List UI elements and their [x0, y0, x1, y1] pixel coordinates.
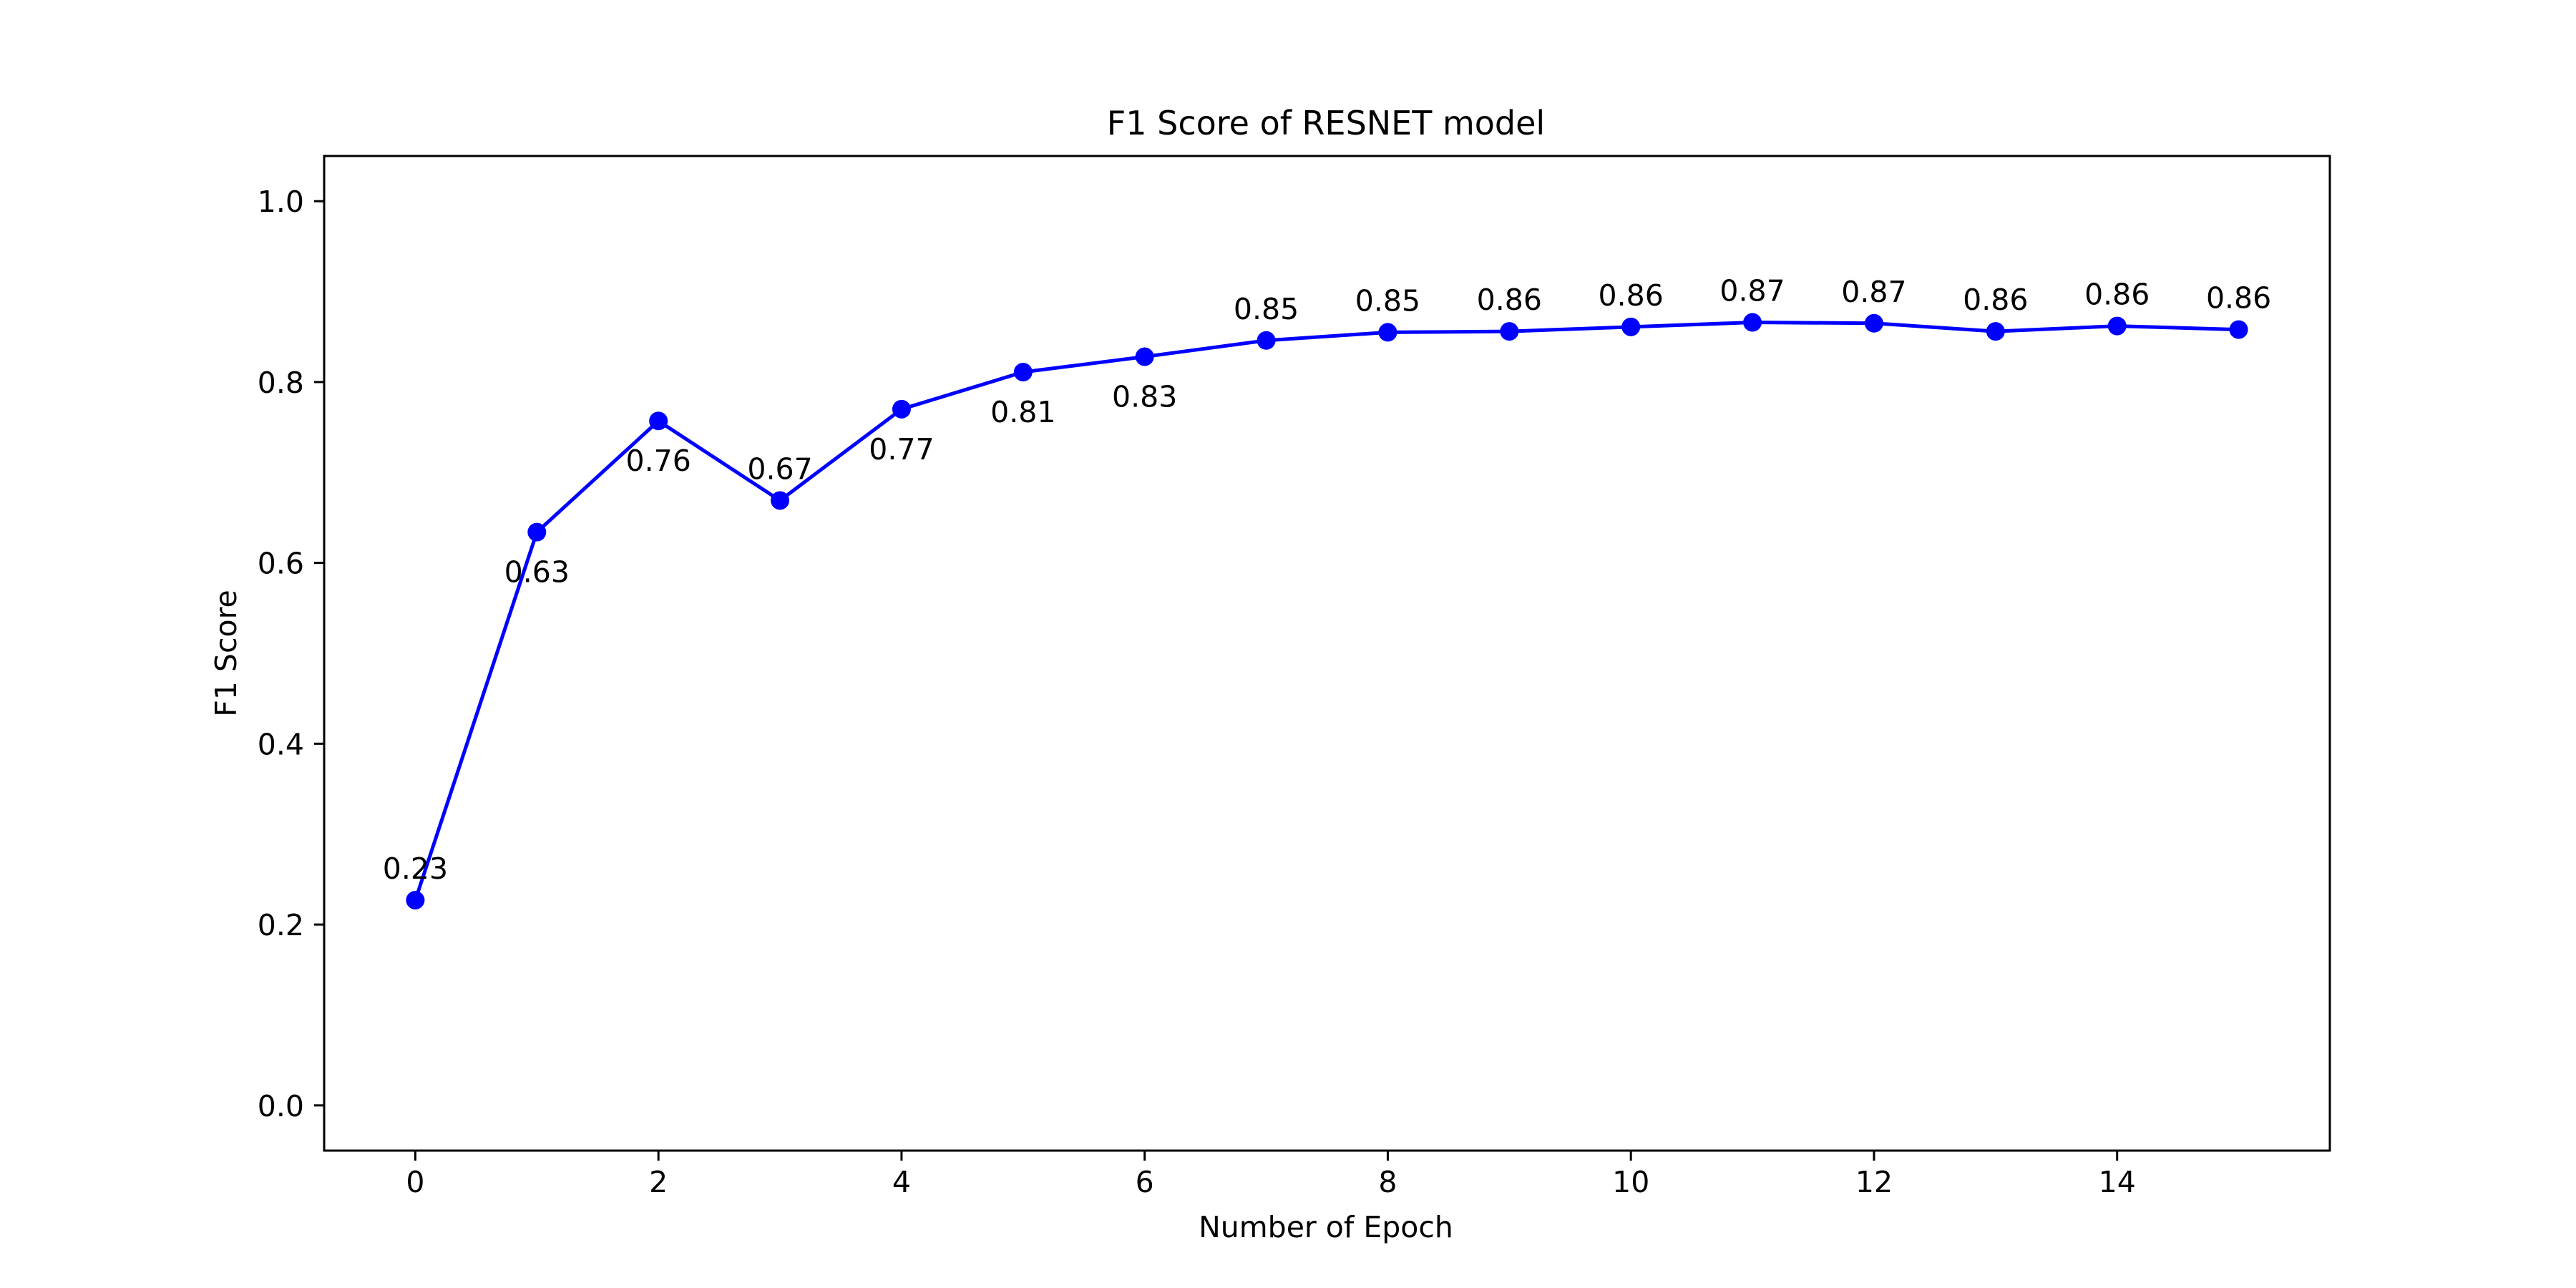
x-tick-label: 8 [1378, 1165, 1397, 1199]
data-point [1013, 363, 1033, 382]
data-point [1257, 331, 1276, 350]
x-tick-label: 4 [892, 1165, 911, 1199]
plot-area: 0.23 0.63 0.76 0.67 0.77 0.81 0.83 0.85 0.85 0.86… [383, 274, 2271, 909]
data-label: 0.85 [1234, 292, 1299, 326]
data-point [2229, 320, 2248, 339]
x-tick-label: 14 [2099, 1165, 2136, 1199]
data-label: 0.81 [990, 395, 1055, 429]
x-axis: 0 2 4 6 8 10 12 14 [406, 1151, 2136, 1199]
data-label: 0.87 [1719, 274, 1785, 308]
data-label: 0.23 [383, 852, 448, 886]
data-point [527, 522, 547, 542]
data-label: 0.86 [1477, 283, 1542, 317]
y-axis: 0.0 0.2 0.4 0.6 0.8 1.0 [258, 185, 324, 1123]
x-tick-label: 0 [406, 1165, 424, 1199]
chart-title: F1 Score of RESNET model [1107, 104, 1545, 142]
data-point [406, 890, 425, 909]
x-tick-label: 10 [1612, 1165, 1649, 1199]
data-point [1743, 313, 1762, 332]
data-point [1378, 323, 1397, 342]
y-axis-label: F1 Score [209, 590, 243, 717]
data-label: 0.86 [2206, 281, 2271, 316]
y-tick-label: 1.0 [258, 185, 304, 219]
x-tick-label: 12 [1855, 1165, 1893, 1199]
y-tick-label: 0.4 [258, 727, 304, 761]
data-point [1621, 317, 1641, 336]
data-label: 0.63 [504, 555, 570, 590]
data-label: 0.87 [1841, 275, 1906, 309]
x-tick-label: 6 [1136, 1165, 1154, 1199]
data-point [1986, 322, 2005, 341]
data-point [892, 399, 911, 419]
data-label: 0.86 [1599, 278, 1664, 313]
data-label: 0.86 [2084, 278, 2150, 312]
y-tick-label: 0.6 [258, 547, 304, 581]
x-tick-label: 2 [649, 1165, 668, 1199]
data-label: 0.85 [1355, 283, 1420, 318]
data-point [2107, 316, 2127, 336]
x-axis-label: Number of Epoch [1199, 1210, 1453, 1244]
data-label: 0.83 [1112, 380, 1177, 414]
y-tick-label: 0.8 [258, 366, 304, 400]
data-point [1864, 313, 1883, 333]
data-point [649, 411, 668, 431]
series-line [414, 321, 2239, 901]
data-label: 0.67 [747, 452, 812, 486]
data-point [1500, 322, 1519, 341]
data-label: 0.76 [626, 444, 691, 478]
y-tick-label: 0.0 [258, 1089, 304, 1123]
data-point [771, 491, 790, 510]
plot-frame [323, 155, 2331, 1152]
data-label: 0.86 [1963, 283, 2028, 317]
y-tick-label: 0.2 [258, 908, 304, 942]
data-label: 0.77 [869, 432, 934, 467]
data-point [1135, 347, 1154, 366]
